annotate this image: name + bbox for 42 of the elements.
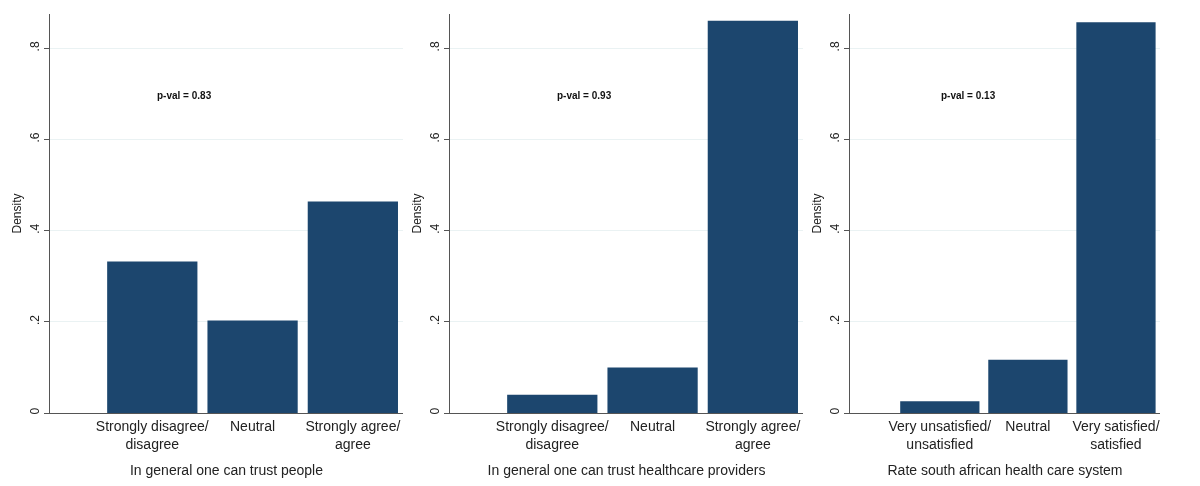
bar: [507, 394, 598, 413]
annotation: p-val = 0.93: [557, 90, 612, 101]
x-tick-label: Neutral: [1005, 417, 1051, 434]
y-tick-label: .8: [828, 41, 843, 52]
x-axis-title: Rate south african health care system: [887, 462, 1123, 479]
x-axis-title: In general one can trust people: [129, 462, 324, 479]
bar: [900, 401, 980, 413]
bar: [707, 20, 798, 413]
x-axis-title: In general one can trust healthcare providers: [487, 462, 766, 479]
y-tick-label: .2: [428, 314, 443, 326]
y-tick-label: .6: [828, 132, 843, 143]
bar: [307, 201, 398, 413]
x-tick-label: Neutral: [630, 417, 676, 434]
y-tick-label: .8: [28, 41, 43, 52]
x-tick-label: Strongly disagree/ disagree: [495, 417, 609, 452]
annotation: p-val = 0.13: [941, 90, 996, 101]
y-axis-title: Density: [809, 193, 824, 234]
bar: [1076, 22, 1156, 413]
x-tick-label: Neutral: [230, 417, 276, 434]
bar: [607, 367, 698, 413]
y-tick-label: 0: [28, 407, 43, 415]
annotation: p-val = 0.83: [157, 90, 212, 101]
y-axis-title: Density: [9, 193, 24, 234]
y-tick-label: .4: [828, 223, 843, 234]
y-tick-label: .8: [428, 41, 443, 52]
x-tick-label: Very satisfied/ satisfied: [1072, 417, 1160, 452]
x-tick-label: Strongly agree/ agree: [305, 417, 401, 452]
y-tick-label: 0: [428, 407, 443, 415]
y-tick-label: 0: [828, 407, 843, 415]
y-tick-label: .4: [428, 223, 443, 234]
bar: [107, 261, 198, 413]
bar: [207, 320, 298, 413]
x-tick-label: Very unsatisfied/ unsatisfied: [888, 417, 992, 452]
y-tick-label: .2: [28, 314, 43, 326]
y-tick-label: .6: [428, 132, 443, 143]
bar: [988, 359, 1068, 413]
y-tick-label: .6: [28, 132, 43, 143]
y-axis-title: Density: [409, 193, 424, 234]
y-tick-label: .4: [28, 223, 43, 234]
x-tick-label: Strongly agree/ agree: [705, 417, 801, 452]
x-tick-label: Strongly disagree/ disagree: [95, 417, 209, 452]
y-tick-label: .2: [828, 314, 843, 326]
